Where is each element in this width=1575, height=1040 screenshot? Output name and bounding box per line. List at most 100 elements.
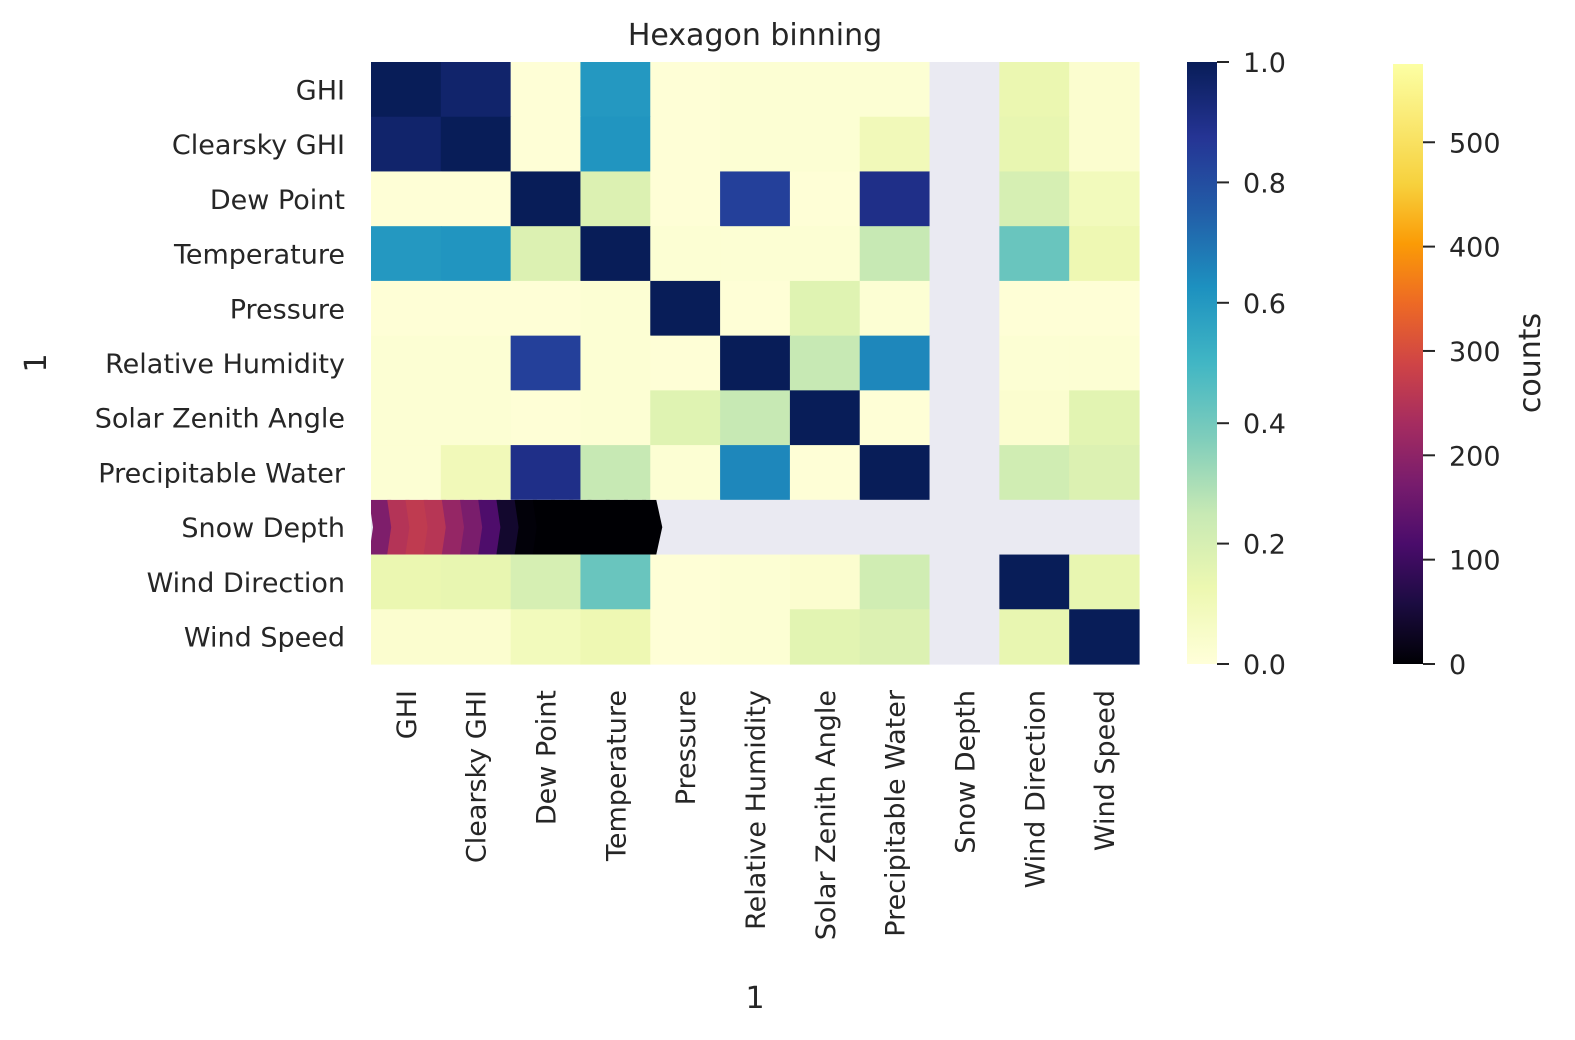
counts-colorbar-label: counts bbox=[1513, 313, 1548, 413]
heatmap-cell bbox=[580, 280, 651, 337]
y-tick-label: Wind Speed bbox=[184, 623, 345, 654]
heatmap-cells bbox=[371, 62, 1140, 665]
heatmap-cell bbox=[371, 609, 442, 665]
x-tick-label: GHI bbox=[392, 690, 423, 739]
heatmap-cell bbox=[371, 226, 442, 282]
hexbin-cell bbox=[569, 499, 596, 555]
counts-tick-label: 300 bbox=[1449, 337, 1501, 368]
heatmap-cell bbox=[650, 62, 721, 118]
heatmap-cell bbox=[1069, 171, 1140, 227]
heatmap-cell bbox=[929, 226, 1000, 282]
x-tick-label: Clearsky GHI bbox=[462, 690, 493, 863]
heatmap-cell bbox=[510, 609, 582, 665]
heatmap-cell bbox=[720, 171, 791, 227]
heatmap-cell bbox=[859, 171, 931, 227]
heatmap-cell bbox=[440, 62, 512, 118]
heatmap-cell bbox=[580, 226, 651, 282]
x-tick-label: Solar Zenith Angle bbox=[811, 690, 842, 940]
heatmap-cell bbox=[929, 499, 1000, 556]
y-tick-label: Wind Direction bbox=[147, 568, 345, 599]
x-tick-label: Dew Point bbox=[532, 690, 563, 825]
heatmap-cell bbox=[440, 445, 512, 501]
heatmap-cell bbox=[929, 554, 1000, 610]
heatmap-cell bbox=[999, 445, 1070, 501]
heatmap-cell bbox=[999, 609, 1070, 665]
heatmap-cell bbox=[440, 280, 512, 337]
heatmap-cell bbox=[1069, 335, 1140, 391]
heatmap-cell bbox=[999, 62, 1070, 118]
heatmap-cell bbox=[371, 554, 442, 610]
y-tick-label: Snow Depth bbox=[181, 513, 345, 544]
hexbin-cell bbox=[551, 499, 578, 555]
heatmap-cell bbox=[1069, 226, 1140, 282]
heatmap-cell bbox=[929, 171, 1000, 227]
hexbin-cell bbox=[587, 499, 614, 555]
heatmap-cell bbox=[789, 445, 861, 501]
heatmap-cell bbox=[580, 116, 651, 173]
y-tick-label: Pressure bbox=[230, 294, 345, 325]
heatmap-cell bbox=[440, 226, 512, 282]
heatmap-cell bbox=[859, 445, 931, 501]
heatmap-cell bbox=[720, 554, 791, 610]
heatmap-cell bbox=[789, 280, 861, 337]
heatmap-cell bbox=[510, 445, 582, 501]
heatmap-cell bbox=[580, 335, 651, 391]
heatmap-cell bbox=[720, 390, 791, 446]
heatmap-cell bbox=[371, 116, 442, 173]
y-tick-label: Temperature bbox=[173, 240, 345, 271]
heatmap-cell bbox=[510, 554, 582, 610]
heatmap-cell bbox=[580, 609, 651, 665]
heatmap-cell bbox=[859, 226, 931, 282]
heatmap-cell bbox=[999, 280, 1070, 337]
heatmap-cell bbox=[999, 554, 1070, 610]
hexbin-cell bbox=[532, 499, 559, 555]
heatmap-cell bbox=[859, 609, 931, 665]
x-tick-label: Temperature bbox=[601, 690, 632, 862]
heatmap-cell bbox=[1069, 499, 1140, 556]
hexbin-cell bbox=[623, 499, 651, 555]
heatmap-cell bbox=[440, 171, 512, 227]
heatmap-cell bbox=[929, 116, 1000, 173]
heatmap-cell bbox=[720, 280, 791, 337]
y-tick-labels: GHI Clearsky GHI Dew Point Temperature Press… bbox=[95, 75, 346, 653]
heatmap-cell bbox=[371, 62, 442, 118]
y-tick-label: Solar Zenith Angle bbox=[95, 404, 345, 435]
heatmap-cell bbox=[650, 445, 721, 501]
x-axis-label: 1 bbox=[745, 981, 764, 1016]
heatmap-cell bbox=[510, 116, 582, 173]
hexbin-cell bbox=[514, 499, 541, 555]
heatmap-cell bbox=[929, 62, 1000, 118]
heatmap-cell bbox=[1069, 62, 1140, 118]
hexbin-cell bbox=[423, 499, 450, 555]
heatmap-cell bbox=[510, 390, 582, 446]
heatmap-cell bbox=[789, 62, 861, 118]
heatmap-cell bbox=[650, 171, 721, 227]
heatmap-cell bbox=[650, 554, 721, 610]
heatmap-cell bbox=[859, 280, 931, 337]
y-tick-label: Clearsky GHI bbox=[172, 130, 345, 161]
heatmap-cell bbox=[371, 280, 442, 337]
hexbin-cell bbox=[405, 499, 432, 555]
heatmap-cell bbox=[859, 554, 931, 610]
heatmap-cell bbox=[859, 335, 931, 391]
hexbin-cell bbox=[496, 499, 523, 555]
heatmap-cell bbox=[999, 335, 1070, 391]
y-tick-label: Relative Humidity bbox=[105, 349, 345, 380]
heatmap-cell bbox=[371, 171, 442, 227]
heatmap-cell bbox=[999, 116, 1070, 173]
colorbar-tick-label: 0.0 bbox=[1243, 650, 1286, 681]
heatmap-cell bbox=[371, 390, 442, 446]
heatmap-cell bbox=[929, 390, 1000, 446]
heatmap-cell bbox=[789, 116, 861, 173]
heatmap-cell bbox=[650, 609, 721, 665]
heatmap-cell bbox=[789, 226, 861, 282]
heatmap-cell bbox=[510, 280, 582, 337]
hexbin-cell bbox=[478, 499, 505, 555]
x-tick-label: Wind Speed bbox=[1090, 690, 1121, 851]
heatmap-cell bbox=[789, 390, 861, 446]
heatmap-cell bbox=[650, 226, 721, 282]
heatmap-cell bbox=[1069, 445, 1140, 501]
heatmap-cell bbox=[510, 335, 582, 391]
heatmap-cell bbox=[1069, 390, 1140, 446]
